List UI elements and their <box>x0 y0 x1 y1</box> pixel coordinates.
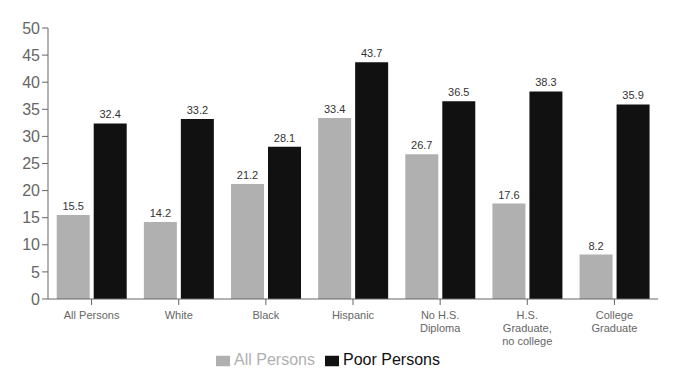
svg-text:15.5: 15.5 <box>63 200 84 212</box>
svg-text:21.2: 21.2 <box>237 169 258 181</box>
html-text:Poor Persons: Poor Persons <box>343 351 440 368</box>
svg-text:No H.S.Diploma: No H.S.Diploma <box>420 309 461 334</box>
svg-text:5: 5 <box>31 264 40 281</box>
svg-text:30: 30 <box>22 128 40 145</box>
svg-text:H.S.Graduate,no college: H.S.Graduate,no college <box>502 309 552 347</box>
svg-text:26.7: 26.7 <box>411 139 432 151</box>
svg-text:17.6: 17.6 <box>498 189 519 201</box>
svg-text:38.3: 38.3 <box>535 76 556 88</box>
svg-text:Black: Black <box>252 309 279 321</box>
svg-text:50: 50 <box>22 20 40 37</box>
svg-text:20: 20 <box>22 182 40 199</box>
svg-text:25: 25 <box>22 155 40 172</box>
svg-text:33.2: 33.2 <box>187 104 208 116</box>
svg-text:15: 15 <box>22 209 40 226</box>
svg-text:All Persons: All Persons <box>64 309 120 321</box>
svg-text:28.1: 28.1 <box>274 132 295 144</box>
svg-text:45: 45 <box>22 47 40 64</box>
svg-text:0: 0 <box>31 291 40 308</box>
svg-text:35: 35 <box>22 101 40 118</box>
svg-text:CollegeGraduate: CollegeGraduate <box>591 309 637 334</box>
svg-text:36.5: 36.5 <box>448 86 469 98</box>
svg-text:40: 40 <box>22 74 40 91</box>
svg-text:8.2: 8.2 <box>588 240 603 252</box>
html-text:All Persons: All Persons <box>234 351 315 368</box>
svg-text:10: 10 <box>22 236 40 253</box>
svg-text:14.2: 14.2 <box>150 207 171 219</box>
svg-text:32.4: 32.4 <box>100 108 121 120</box>
svg-text:White: White <box>165 309 193 321</box>
svg-text:35.9: 35.9 <box>622 89 643 101</box>
svg-text:43.7: 43.7 <box>361 47 382 59</box>
svg-text:33.4: 33.4 <box>324 103 345 115</box>
svg-text:Hispanic: Hispanic <box>332 309 375 321</box>
